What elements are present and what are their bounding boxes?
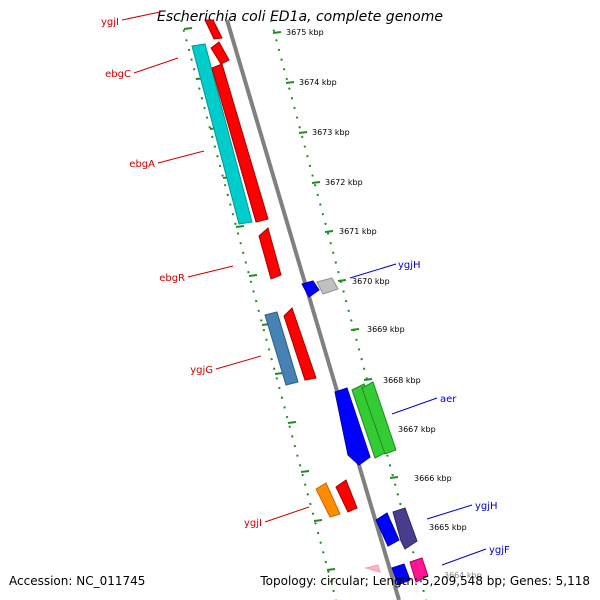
forward-genes [301,277,429,586]
gene-blue-bottom[interactable] [391,563,411,586]
tick-label-3668: 3668 kbp [383,376,421,385]
label-ygjH-top: ygjH [398,260,421,271]
gene-magenta[interactable] [409,557,429,583]
gene-red-ygjI[interactable] [335,479,358,513]
accession-text: Accession: NC_011745 [9,574,146,588]
label-ebgR: ebgR [159,273,185,284]
label-ygjI-top: ygjI [101,17,119,28]
gene-red-top-1[interactable] [204,19,223,40]
forward-labels: ygjH aer ygjH ygjF [398,260,510,556]
gene-green-2[interactable] [361,381,397,455]
inner-dotted-boundary [180,19,337,600]
outer-dotted-boundary [270,19,427,600]
tick-label-3665: 3665 kbp [429,523,467,532]
gene-red-top-2[interactable] [210,41,230,65]
label-aer: aer [440,394,457,405]
label-ygjI-bottom: ygjI [244,518,262,529]
gene-red-long[interactable] [211,63,269,223]
reverse-leaders [121,11,310,523]
label-ygjF: ygjF [489,545,510,556]
reverse-genes [191,19,358,518]
outer-ticks [272,31,412,528]
gene-blue-ygjH-2[interactable] [375,512,400,547]
tick-label-3667: 3667 kbp [398,425,436,434]
tick-label-3674: 3674 kbp [299,78,337,87]
gene-pink-faint[interactable] [364,564,381,573]
tick-label-3673: 3673 kbp [312,128,350,137]
tick-label-3672: 3672 kbp [325,178,363,187]
label-ygjG: ygjG [190,365,213,376]
tick-label-3670: 3670 kbp [352,277,390,286]
gene-ebgC-cyan[interactable] [191,43,253,225]
forward-leaders [349,263,487,566]
gene-blue-ygjH[interactable] [301,280,320,298]
gene-darkslate[interactable] [392,507,418,550]
ruler-labels: 3675 kbp 3674 kbp 3673 kbp 3672 kbp 3671… [286,28,482,580]
gene-grey[interactable] [316,277,339,295]
tick-label-3671: 3671 kbp [339,227,377,236]
label-ebgC: ebgC [105,69,131,80]
tick-label-3666: 3666 kbp [414,474,452,483]
label-ygjH-bottom: ygjH [475,501,498,512]
label-ebgA: ebgA [129,159,155,170]
tick-label-3664: 3664 kbp [444,571,482,580]
gene-ebgR-red[interactable] [258,227,282,280]
tick-label-3675: 3675 kbp [286,28,324,37]
gene-red-ygjG[interactable] [283,307,317,381]
gene-orange[interactable] [315,482,341,518]
gene-blue-aer[interactable] [334,387,371,466]
tick-label-3669: 3669 kbp [367,325,405,334]
topology-text: Topology: circular; Length: 5,209,548 bp… [260,574,590,588]
gene-ygjG-steelblue[interactable] [264,311,299,386]
reverse-labels: ygjI ebgC ebgA ebgR ygjG ygjI [101,17,262,529]
inner-ticks [183,27,336,571]
genome-backbone [225,19,401,600]
